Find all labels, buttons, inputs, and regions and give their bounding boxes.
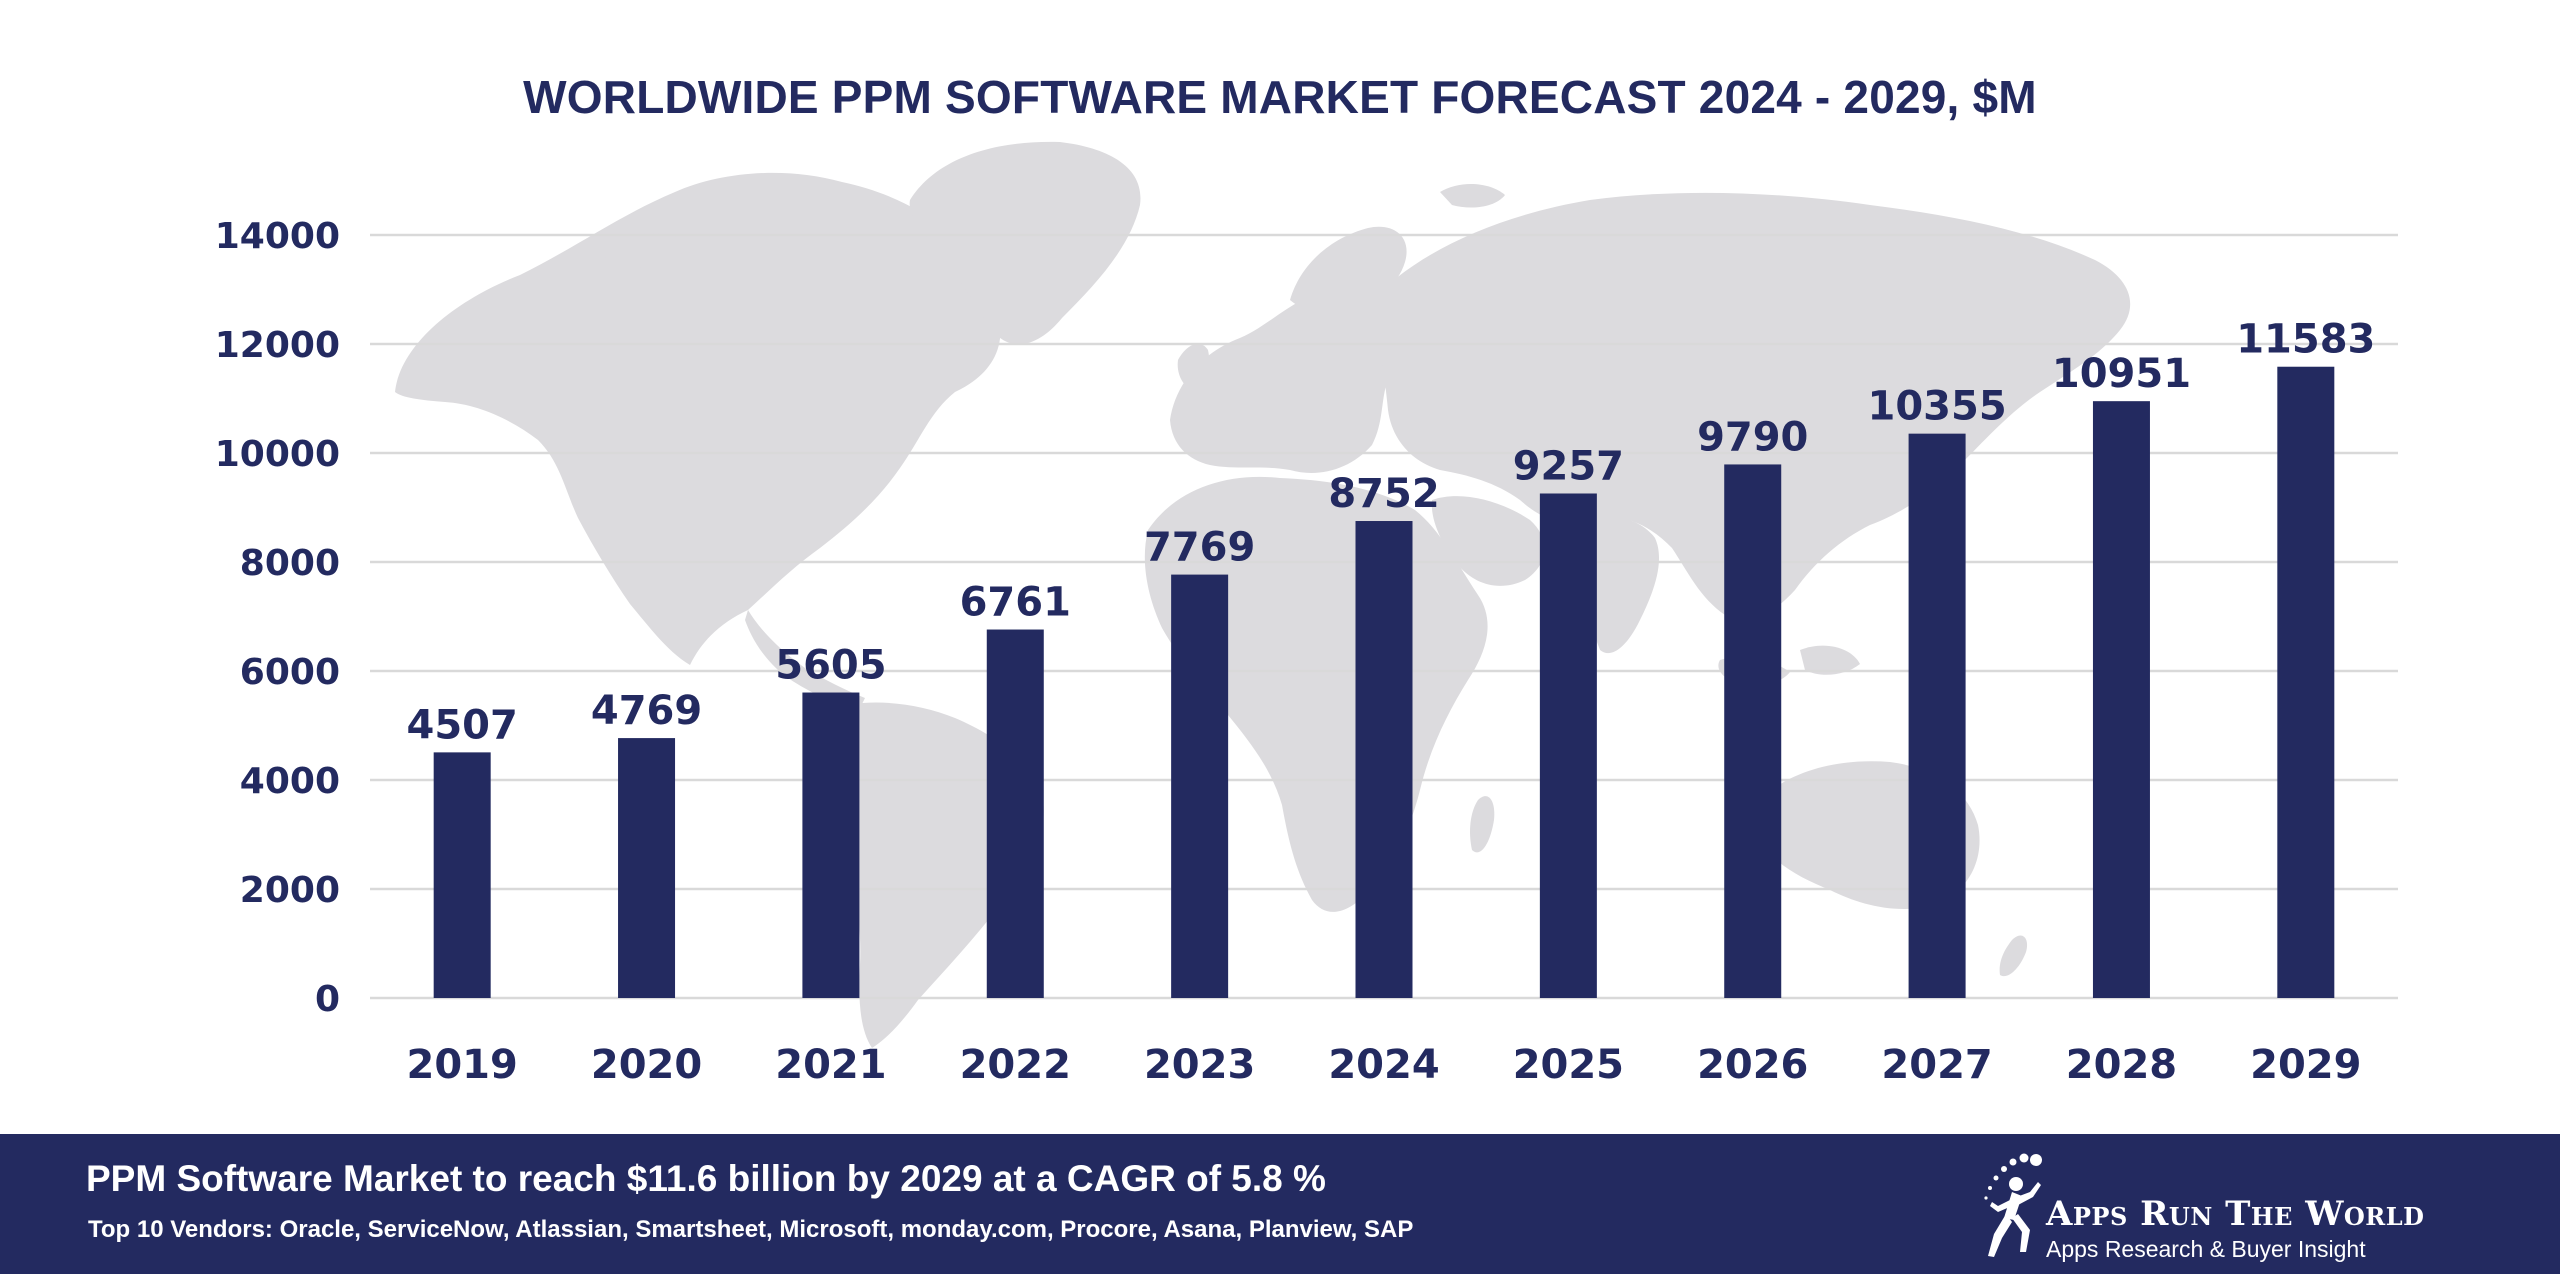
runner-icon bbox=[1984, 1153, 2042, 1257]
footer-vendors: Top 10 Vendors: Oracle, ServiceNow, Atla… bbox=[88, 1216, 1414, 1243]
y-tick-label: 10000 bbox=[215, 434, 340, 475]
x-tick-label: 2022 bbox=[960, 1042, 1071, 1088]
x-tick-label: 2028 bbox=[2066, 1042, 2177, 1088]
x-tick-label: 2020 bbox=[591, 1042, 702, 1088]
footer-headline: PPM Software Market to reach $11.6 billi… bbox=[86, 1158, 1326, 1199]
x-tick-label: 2029 bbox=[2250, 1042, 2361, 1088]
data-label-2026: 9790 bbox=[1697, 414, 1808, 460]
x-tick-label: 2025 bbox=[1513, 1042, 1624, 1088]
bar-2024 bbox=[1355, 521, 1413, 998]
bar-2021 bbox=[802, 692, 860, 998]
bars bbox=[433, 366, 2335, 999]
x-tick-label: 2021 bbox=[775, 1042, 886, 1088]
y-tick-label: 2000 bbox=[240, 870, 340, 911]
chart-title: WORLDWIDE PPM SOFTWARE MARKET FORECAST 2… bbox=[523, 71, 2037, 123]
bar-2027 bbox=[1908, 433, 1966, 999]
y-tick-label: 12000 bbox=[215, 325, 340, 366]
x-tick-label: 2026 bbox=[1697, 1042, 1808, 1088]
brand-tagline: Apps Research & Buyer Insight bbox=[2046, 1236, 2366, 1262]
x-axis: 2019 2020 2021 2022 2023 2024 2025 2026 2027 2028… bbox=[407, 1042, 2362, 1088]
x-tick-label: 2019 bbox=[407, 1042, 518, 1088]
bar-2028 bbox=[2092, 401, 2150, 998]
bar-2022 bbox=[986, 629, 1044, 998]
y-tick-label: 8000 bbox=[240, 543, 340, 584]
data-label-2028: 10951 bbox=[2052, 351, 2191, 397]
data-labels: 4507 4769 5605 6761 7769 8752 9257 9790 10355 109… bbox=[407, 317, 2376, 749]
y-tick-label: 6000 bbox=[240, 652, 340, 693]
chart: 0 2000 4000 6000 8000 10000 12000 14000 4507 476… bbox=[215, 141, 2398, 1088]
bar-2029 bbox=[2277, 366, 2335, 998]
data-label-2022: 6761 bbox=[960, 580, 1071, 626]
y-tick-label: 4000 bbox=[240, 761, 340, 802]
data-label-2020: 4769 bbox=[591, 688, 702, 734]
data-label-2019: 4507 bbox=[407, 702, 518, 748]
y-axis: 0 2000 4000 6000 8000 10000 12000 14000 bbox=[215, 216, 340, 1020]
data-label-2029: 11583 bbox=[2236, 317, 2375, 363]
y-tick-label: 14000 bbox=[215, 216, 340, 257]
data-label-2027: 10355 bbox=[1868, 384, 2007, 430]
bar-2025 bbox=[1539, 493, 1597, 998]
bar-2020 bbox=[618, 738, 676, 998]
data-label-2023: 7769 bbox=[1144, 525, 1255, 571]
bar-2023 bbox=[1171, 574, 1229, 998]
x-tick-label: 2023 bbox=[1144, 1042, 1255, 1088]
y-tick-label: 0 bbox=[315, 979, 340, 1020]
x-tick-label: 2024 bbox=[1328, 1042, 1439, 1088]
footer-banner: PPM Software Market to reach $11.6 billi… bbox=[0, 1134, 2560, 1274]
data-label-2024: 8752 bbox=[1328, 471, 1439, 517]
data-label-2021: 5605 bbox=[775, 643, 886, 689]
bar-2026 bbox=[1724, 464, 1782, 998]
brand-name: Apps Run The World bbox=[2046, 1194, 2425, 1234]
data-label-2025: 9257 bbox=[1513, 443, 1624, 489]
bar-2019 bbox=[433, 752, 491, 998]
x-tick-label: 2027 bbox=[1881, 1042, 1992, 1088]
brand-logo[interactable]: Apps Run The World Apps Research & Buyer… bbox=[1978, 1152, 2498, 1262]
